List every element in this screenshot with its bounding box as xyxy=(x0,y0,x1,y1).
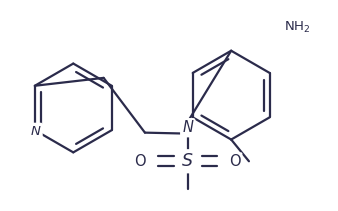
Text: S: S xyxy=(182,152,193,170)
Text: N: N xyxy=(31,125,41,138)
Text: N: N xyxy=(182,120,193,135)
Text: O: O xyxy=(229,154,241,169)
Text: O: O xyxy=(135,154,146,169)
Text: NH$_2$: NH$_2$ xyxy=(285,19,311,35)
